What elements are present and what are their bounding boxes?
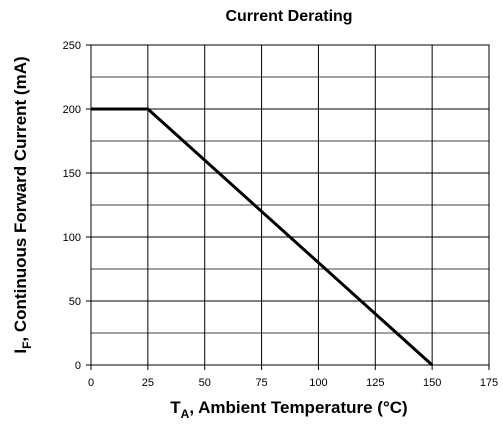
y-axis-label-prefix: I [11,349,30,354]
series-line [91,107,434,367]
x-axis-label-prefix: T [170,398,181,417]
y-tick-label: 200 [63,104,81,116]
x-tick-label: 150 [423,377,441,389]
y-axis-label-subscript: F [20,342,34,349]
x-tick-label: 100 [309,377,327,389]
x-tick-label: 0 [88,377,94,389]
x-tick-label: 50 [199,377,211,389]
y-axis-label: IF, Continuous Forward Current (mA) [11,56,34,353]
x-tick-label: 175 [480,377,498,389]
x-axis-label-subscript: A [181,407,190,421]
x-tick-label: 125 [366,377,384,389]
y-tick-label: 250 [63,40,81,52]
y-tick-label: 50 [69,296,81,308]
plot-frame [90,44,490,366]
x-tick-label: 75 [255,377,267,389]
x-axis-label-rest: , Ambient Temperature (°C) [189,398,407,417]
chart-title: Current Derating [225,8,352,25]
tick-labels: 0 25 50 75 100 125 150 175 0 50 100 150 200 250 [63,40,499,389]
y-axis-label-rest: , Continuous Forward Current (mA) [11,56,30,341]
grid [90,44,490,366]
y-tick-label: 100 [63,232,81,244]
y-tick-label: 150 [63,168,81,180]
x-tick-label: 25 [142,377,154,389]
y-tick-label: 0 [75,360,81,372]
series-layer [91,107,434,367]
x-axis-label: TA, Ambient Temperature (°C) [170,398,407,421]
